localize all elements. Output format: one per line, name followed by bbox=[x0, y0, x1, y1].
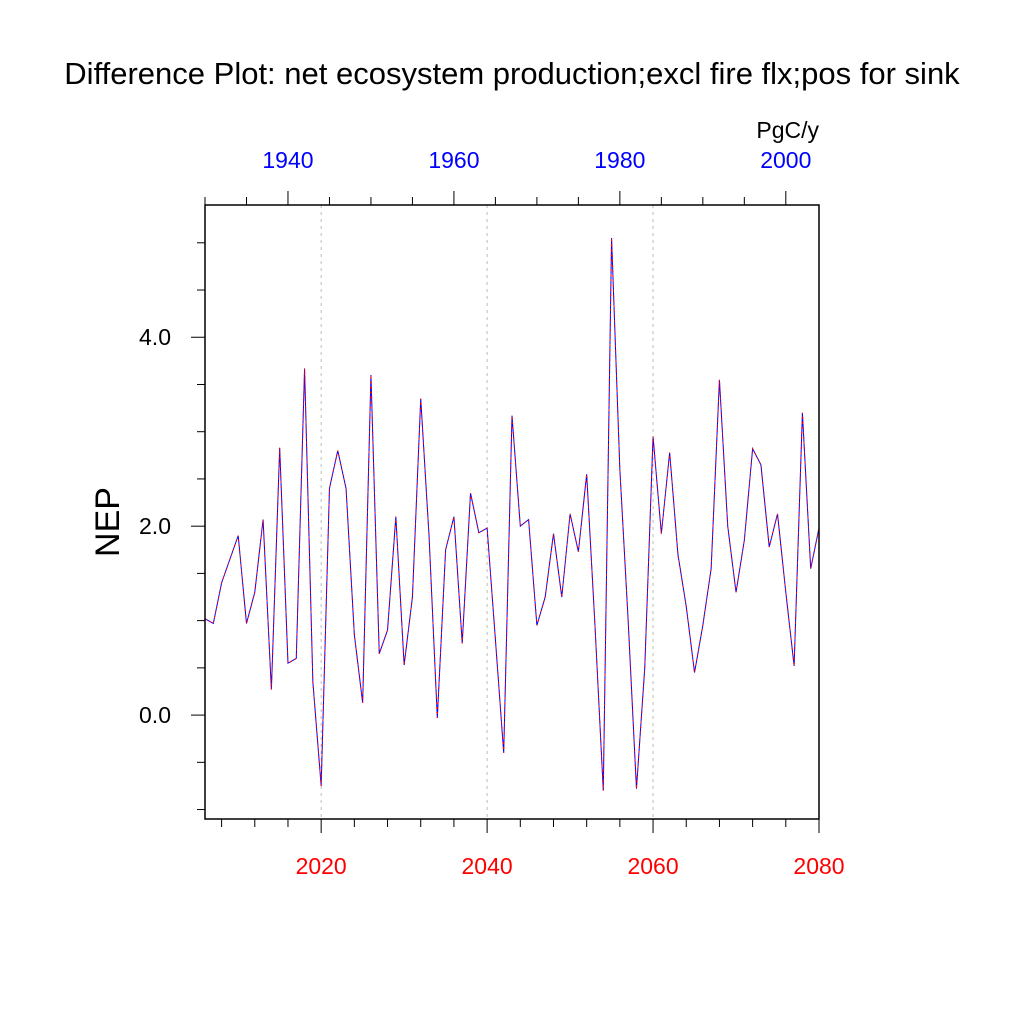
top-tick-label-1940: 1940 bbox=[262, 147, 313, 173]
y-tick-label-0: 0.0 bbox=[139, 702, 171, 728]
series-layer bbox=[204, 238, 820, 791]
series-overlay-0 bbox=[204, 238, 820, 791]
bottom-tick-label-2080: 2080 bbox=[793, 853, 844, 879]
series-line-0 bbox=[204, 238, 820, 791]
y-tick-label-4: 4.0 bbox=[139, 324, 171, 350]
bottom-tick-label-2020: 2020 bbox=[296, 853, 347, 879]
y-axis-label: NEP bbox=[89, 487, 127, 557]
top-tick-label-2000: 2000 bbox=[760, 147, 811, 173]
top-tick-label-1960: 1960 bbox=[428, 147, 479, 173]
plot-frame bbox=[204, 204, 820, 820]
grid-lines bbox=[320, 205, 654, 819]
tick-marks bbox=[191, 191, 820, 833]
bottom-tick-label-2060: 2060 bbox=[627, 853, 678, 879]
tick-labels: 2020 2040 2060 2080 1940 1960 1980 2000 0.0 2.0 4.… bbox=[139, 147, 845, 879]
chart-title: Difference Plot: net ecosystem productio… bbox=[64, 56, 960, 91]
bottom-tick-label-2040: 2040 bbox=[462, 853, 513, 879]
units-label: PgC/y bbox=[756, 117, 819, 143]
top-tick-label-1980: 1980 bbox=[594, 147, 645, 173]
y-tick-label-2: 2.0 bbox=[139, 513, 171, 539]
